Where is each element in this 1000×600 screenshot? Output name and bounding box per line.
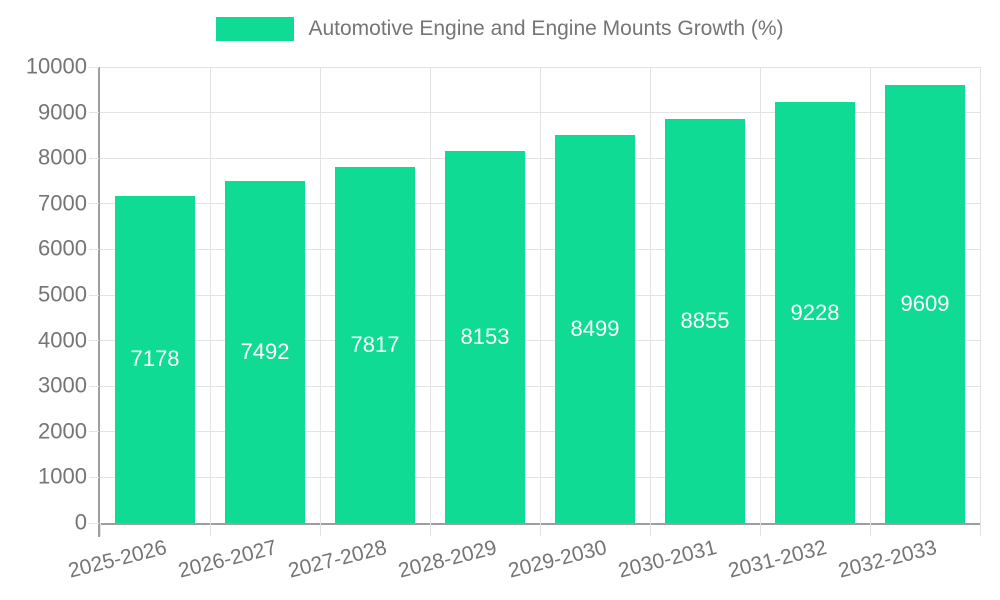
x-tick-label-text: 2029-2030 <box>505 536 609 583</box>
x-axis-line <box>98 523 980 525</box>
v-gridline <box>429 67 431 523</box>
bar: 8855 <box>665 119 745 523</box>
x-axis-tick <box>99 523 101 536</box>
bar: 7492 <box>225 181 305 523</box>
y-axis-tick <box>89 340 99 342</box>
x-axis-tick <box>429 523 431 536</box>
bar-value-label: 7492 <box>240 339 290 365</box>
x-tick-label-text: 2027-2028 <box>285 536 389 583</box>
x-tick-label-text: 2025-2026 <box>65 536 169 583</box>
bar-value-label: 9609 <box>900 290 950 316</box>
bar: 9609 <box>885 84 965 523</box>
x-axis-tick <box>759 523 761 536</box>
bar-value-label: 7817 <box>350 331 400 357</box>
y-tick-label-text: 9000 <box>38 99 87 125</box>
legend-label: Automotive Engine and Engine Mounts Grow… <box>308 17 784 40</box>
bar: 7817 <box>335 166 415 523</box>
y-tick-label-text: 6000 <box>38 235 87 261</box>
bar: 9228 <box>775 102 855 523</box>
bar: 7178 <box>115 195 195 523</box>
y-tick-label-text: 4000 <box>38 327 87 353</box>
v-gridline <box>649 67 651 523</box>
x-tick-label-text: 2031-2032 <box>725 536 829 583</box>
bar: 8499 <box>555 135 635 523</box>
bar-value-label: 9228 <box>790 299 840 325</box>
v-gridline <box>979 67 981 523</box>
v-gridline <box>539 67 541 523</box>
y-axis-tick <box>89 431 99 433</box>
y-axis-tick <box>89 476 99 478</box>
bar: 8153 <box>445 151 525 523</box>
bar-value-label: 8499 <box>570 316 620 342</box>
x-axis-tick <box>979 523 981 536</box>
x-tick-label-text: 2028-2029 <box>395 536 499 583</box>
y-axis-tick <box>89 66 99 68</box>
y-tick-label-text: 5000 <box>38 281 87 307</box>
y-tick-label-text: 8000 <box>38 144 87 170</box>
legend-swatch <box>216 17 295 41</box>
plot-area: 7178 7492 7817 8153 8499 8855 9228 9609 <box>98 66 981 537</box>
x-axis-tick <box>539 523 541 536</box>
v-gridline <box>759 67 761 523</box>
x-axis-tick <box>209 523 211 536</box>
y-tick-label-text: 3000 <box>38 372 87 398</box>
x-tick-label-text: 2026-2027 <box>175 536 279 583</box>
y-axis-tick <box>89 112 99 114</box>
bar-value-label: 7178 <box>130 346 180 372</box>
y-tick-label-text: 10000 <box>25 53 87 79</box>
y-tick-label-text: 1000 <box>38 463 87 489</box>
chart-legend: Automotive Engine and Engine Mounts Grow… <box>0 14 1000 44</box>
y-tick-label-text: 7000 <box>38 190 87 216</box>
x-tick-label-text: 2032-2033 <box>835 536 939 583</box>
y-tick-label-text: 0 <box>74 509 87 535</box>
v-gridline <box>869 67 871 523</box>
x-axis-tick <box>319 523 321 536</box>
x-axis-tick <box>869 523 871 536</box>
y-axis-tick <box>89 294 99 296</box>
v-gridline <box>319 67 321 523</box>
y-axis-tick <box>89 203 99 205</box>
y-axis-line <box>98 67 100 537</box>
v-gridline <box>209 67 211 523</box>
bar-value-label: 8153 <box>460 324 510 350</box>
bar-value-label: 8855 <box>680 308 730 334</box>
y-axis-tick <box>89 248 99 250</box>
y-tick-label-text: 2000 <box>38 418 87 444</box>
x-tick-label-text: 2030-2031 <box>615 536 719 583</box>
y-axis-tick <box>89 157 99 159</box>
y-axis-tick <box>89 385 99 387</box>
y-axis-tick <box>89 522 99 524</box>
x-axis-tick <box>649 523 651 536</box>
